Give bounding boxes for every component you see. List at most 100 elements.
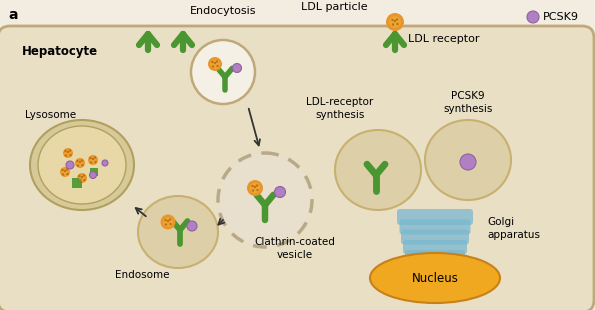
Circle shape — [218, 153, 312, 247]
Circle shape — [81, 176, 83, 178]
Circle shape — [92, 158, 94, 160]
Circle shape — [63, 148, 73, 158]
Circle shape — [256, 189, 259, 191]
Circle shape — [67, 151, 69, 153]
Circle shape — [211, 60, 220, 69]
Circle shape — [392, 23, 394, 26]
FancyBboxPatch shape — [0, 26, 594, 310]
Ellipse shape — [38, 126, 126, 204]
Circle shape — [62, 169, 68, 175]
Circle shape — [396, 23, 399, 25]
Circle shape — [66, 173, 68, 175]
Text: PCSK9: PCSK9 — [543, 12, 579, 22]
Circle shape — [79, 175, 85, 181]
Circle shape — [217, 65, 219, 67]
Circle shape — [216, 60, 218, 63]
Ellipse shape — [191, 40, 255, 104]
Circle shape — [60, 167, 70, 177]
Circle shape — [76, 160, 79, 162]
Text: LDL receptor: LDL receptor — [408, 34, 480, 44]
Circle shape — [392, 19, 394, 21]
Circle shape — [66, 168, 68, 171]
Circle shape — [389, 16, 401, 28]
Circle shape — [211, 61, 214, 63]
Circle shape — [527, 11, 539, 23]
Circle shape — [83, 179, 86, 181]
Circle shape — [64, 170, 66, 172]
Circle shape — [460, 154, 476, 170]
Circle shape — [247, 180, 263, 196]
Circle shape — [396, 18, 398, 21]
Circle shape — [214, 62, 216, 64]
Circle shape — [167, 220, 169, 222]
Circle shape — [81, 159, 83, 162]
Circle shape — [94, 156, 96, 159]
Circle shape — [79, 175, 81, 177]
Text: Golgi
apparatus: Golgi apparatus — [487, 217, 540, 240]
FancyBboxPatch shape — [407, 260, 463, 273]
Circle shape — [233, 64, 242, 73]
Circle shape — [394, 20, 396, 22]
Circle shape — [89, 171, 96, 179]
Circle shape — [208, 57, 222, 71]
Ellipse shape — [138, 196, 218, 268]
Polygon shape — [72, 178, 82, 188]
Ellipse shape — [335, 130, 421, 210]
Text: LDL-receptor
synthesis: LDL-receptor synthesis — [306, 97, 374, 120]
Circle shape — [77, 173, 87, 183]
Text: Nucleus: Nucleus — [412, 272, 458, 285]
Circle shape — [250, 183, 260, 193]
Ellipse shape — [370, 253, 500, 303]
Text: Clathrin-coated
vesicle: Clathrin-coated vesicle — [255, 237, 336, 260]
Circle shape — [69, 154, 72, 156]
Circle shape — [82, 164, 84, 166]
Text: PCSK9
synthesis: PCSK9 synthesis — [443, 91, 493, 114]
Circle shape — [77, 164, 79, 167]
FancyBboxPatch shape — [403, 240, 467, 254]
Circle shape — [170, 223, 172, 225]
Circle shape — [90, 157, 96, 163]
Circle shape — [164, 219, 167, 221]
Circle shape — [75, 158, 85, 168]
Circle shape — [83, 174, 85, 177]
Circle shape — [254, 186, 256, 188]
Circle shape — [212, 65, 214, 68]
Text: LDL particle: LDL particle — [302, 2, 368, 12]
FancyBboxPatch shape — [399, 219, 471, 234]
Ellipse shape — [30, 120, 134, 210]
FancyBboxPatch shape — [397, 209, 473, 225]
Text: Lysosome: Lysosome — [25, 110, 76, 120]
Ellipse shape — [425, 120, 511, 200]
Circle shape — [79, 161, 81, 163]
Text: Endosome: Endosome — [115, 270, 169, 280]
Circle shape — [64, 150, 67, 152]
Circle shape — [251, 185, 253, 187]
Circle shape — [61, 169, 64, 171]
Circle shape — [65, 154, 67, 157]
Circle shape — [90, 161, 92, 164]
Circle shape — [386, 13, 404, 31]
Text: a: a — [8, 8, 17, 22]
Circle shape — [256, 184, 258, 187]
Circle shape — [62, 173, 64, 176]
Circle shape — [187, 221, 197, 231]
Circle shape — [94, 161, 97, 163]
Circle shape — [88, 155, 98, 165]
Polygon shape — [90, 168, 98, 176]
FancyBboxPatch shape — [401, 229, 469, 245]
Circle shape — [163, 217, 173, 227]
Circle shape — [102, 160, 108, 166]
Text: Hepatocyte: Hepatocyte — [22, 45, 98, 58]
Circle shape — [69, 149, 71, 152]
Circle shape — [89, 157, 92, 159]
Circle shape — [77, 160, 83, 166]
FancyBboxPatch shape — [405, 250, 465, 264]
Circle shape — [169, 218, 171, 221]
Circle shape — [252, 189, 254, 192]
Circle shape — [165, 223, 167, 226]
Circle shape — [161, 215, 176, 229]
Circle shape — [274, 187, 286, 197]
Circle shape — [65, 150, 71, 156]
Circle shape — [66, 161, 74, 169]
Circle shape — [79, 179, 81, 182]
